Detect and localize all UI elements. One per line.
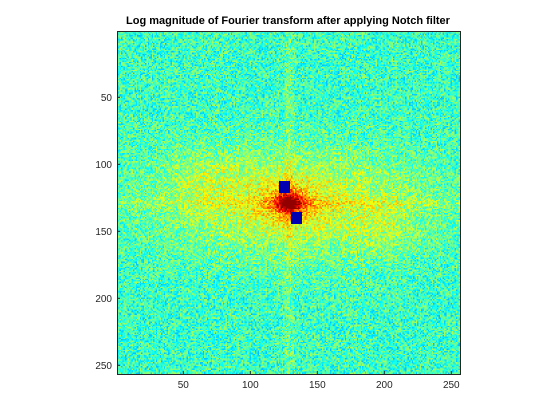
- y-tick-label: 250: [95, 361, 112, 372]
- y-tick-label: 150: [95, 227, 112, 238]
- axes-box: [117, 31, 461, 375]
- x-tick-label: 250: [443, 380, 460, 391]
- heatmap-canvas: [117, 31, 460, 374]
- heatmap-image: [117, 31, 460, 374]
- x-tick-label: 50: [178, 380, 190, 391]
- y-tick-label: 200: [95, 294, 112, 305]
- chart-title: Log magnitude of Fourier transform after…: [126, 15, 451, 27]
- y-axis: 50 100 150 200 250: [95, 93, 120, 372]
- x-axis: 50 100 150 200 250: [178, 371, 460, 391]
- x-tick-label: 100: [242, 380, 259, 391]
- x-tick-label: 200: [376, 380, 393, 391]
- y-tick-label: 50: [101, 93, 113, 104]
- x-tick-label: 150: [309, 380, 326, 391]
- y-tick-label: 100: [95, 160, 112, 171]
